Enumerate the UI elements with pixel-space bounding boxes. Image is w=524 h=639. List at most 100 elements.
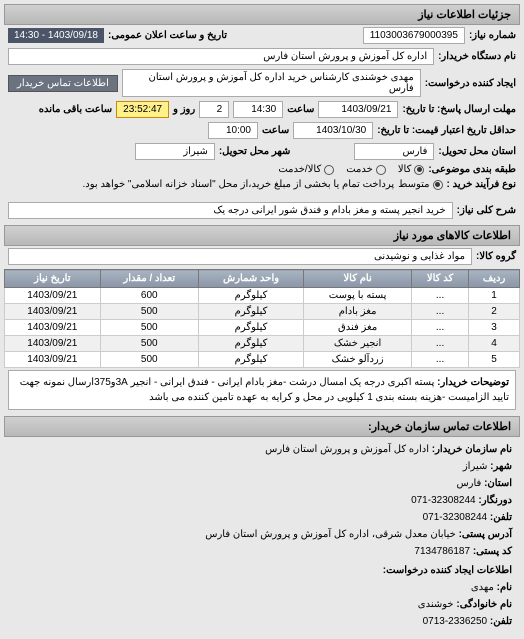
city-label: شهر محل تحویل:	[219, 146, 291, 157]
c-fax-value: 32308244-071	[411, 495, 476, 506]
c-cphone-value: 2336250-0713	[423, 616, 488, 627]
c-phone-value: 32308244-071	[423, 512, 488, 523]
table-cell: 1403/09/21	[5, 288, 101, 304]
table-header: واحد شمارش	[198, 270, 303, 288]
summary-label: شرح کلی نیاز:	[457, 205, 516, 216]
announce-value: 1403/09/18 - 14:30	[8, 28, 104, 43]
table-row: 3...مغز فندقکیلوگرم5001403/09/21	[5, 320, 520, 336]
table-cell: 600	[100, 288, 198, 304]
table-cell: ...	[412, 352, 469, 368]
radio-kala[interactable]: کالا	[398, 164, 425, 175]
goods-table: ردیفکد کالانام کالاواحد شمارشتعداد / مقد…	[4, 269, 520, 368]
table-row: 5...زردآلو خشککیلوگرم5001403/09/21	[5, 352, 520, 368]
days-label: روز و	[173, 104, 195, 115]
table-cell: کیلوگرم	[198, 304, 303, 320]
table-cell: 500	[100, 304, 198, 320]
table-cell: کیلوگرم	[198, 352, 303, 368]
group-label: گروه کالا:	[476, 251, 516, 262]
table-cell: 3	[469, 320, 520, 336]
buyer-value: اداره کل آموزش و پرورش استان فارس	[8, 48, 434, 65]
process-note: پرداخت تمام یا بخشی از مبلغ خرید،از محل …	[83, 179, 395, 190]
table-cell: ...	[412, 288, 469, 304]
table-cell: 1403/09/21	[5, 336, 101, 352]
buyer-label: نام دستگاه خریدار:	[438, 51, 516, 62]
goods-header: اطلاعات کالاهای مورد نیاز	[4, 225, 520, 246]
table-cell: 1	[469, 288, 520, 304]
request-number: 1103003679000395	[363, 27, 465, 44]
validity-time: 10:00	[208, 122, 258, 139]
radio-kala-input[interactable]	[414, 165, 424, 175]
buyer-description: توضیحات خریدار: پسته اکبری درجه یک امسال…	[8, 370, 516, 410]
radio-both-label: کالا/خدمت	[278, 164, 321, 175]
c-org-value: اداره کل آموزش و پرورش استان فارس	[265, 444, 429, 455]
table-cell: مغز بادام	[304, 304, 412, 320]
c-org-label: نام سازمان خریدار:	[432, 444, 512, 455]
contact-button[interactable]: اطلاعات تماس خریدار	[8, 75, 118, 92]
radio-kala-label: کالا	[398, 164, 412, 175]
details-header: جزئیات اطلاعات نیاز	[4, 4, 520, 25]
validity-date: 1403/10/30	[293, 122, 373, 139]
table-header: ردیف	[469, 270, 520, 288]
deadline-date: 1403/09/21	[318, 101, 398, 118]
c-cphone-label: تلفن:	[490, 616, 512, 627]
radio-service[interactable]: خدمت	[346, 164, 386, 175]
hours-remain: 23:52:47	[116, 101, 169, 118]
deadline-label: مهلت ارسال پاسخ: تا تاریخ:	[402, 104, 516, 115]
category-radio-group: کالا خدمت کالا/خدمت	[278, 164, 424, 175]
radio-medium-input[interactable]	[433, 180, 443, 190]
radio-service-input[interactable]	[376, 165, 386, 175]
c-prov-label: استان:	[484, 478, 512, 489]
table-header: نام کالا	[304, 270, 412, 288]
table-row: 4...انجیر خشککیلوگرم5001403/09/21	[5, 336, 520, 352]
radio-medium-label: متوسط	[398, 179, 429, 190]
table-row: 1...پسته با پوستکیلوگرم6001403/09/21	[5, 288, 520, 304]
table-header: کد کالا	[412, 270, 469, 288]
contact-header: اطلاعات تماس سازمان خریدار:	[4, 416, 520, 437]
c-name-value: مهدی	[471, 582, 494, 593]
table-cell: مغز فندق	[304, 320, 412, 336]
table-cell: ...	[412, 304, 469, 320]
c-addr-label: آدرس پستی:	[459, 529, 512, 540]
summary-value: خرید انجیر پسته و مغز بادام و فندق شور ا…	[8, 202, 453, 219]
c-postal-value: 7134786187	[414, 546, 470, 557]
table-cell: 500	[100, 320, 198, 336]
radio-both[interactable]: کالا/خدمت	[278, 164, 334, 175]
c-name-label: نام:	[497, 582, 512, 593]
creator-label: ایجاد کننده درخواست:	[425, 78, 516, 89]
days-remain: 2	[199, 101, 229, 118]
table-cell: 5	[469, 352, 520, 368]
radio-both-input[interactable]	[324, 165, 334, 175]
c-lname-label: نام خانوادگی:	[456, 599, 512, 610]
table-cell: 4	[469, 336, 520, 352]
category-label: طبقه بندی موضوعی:	[428, 164, 516, 175]
request-number-label: شماره نیاز:	[469, 30, 516, 41]
table-header: تعداد / مقدار	[100, 270, 198, 288]
table-cell: پسته با پوست	[304, 288, 412, 304]
table-row: 2...مغز بادامکیلوگرم5001403/09/21	[5, 304, 520, 320]
table-cell: 1403/09/21	[5, 352, 101, 368]
table-cell: ...	[412, 320, 469, 336]
c-fax-label: دورنگار:	[478, 495, 512, 506]
table-cell: کیلوگرم	[198, 336, 303, 352]
radio-medium[interactable]: متوسط	[398, 179, 442, 190]
c-city-value: شیراز	[463, 461, 488, 472]
announce-label: تاریخ و ساعت اعلان عمومی:	[108, 30, 227, 41]
table-cell: 500	[100, 352, 198, 368]
c-city-label: شهر:	[490, 461, 512, 472]
c-phone-label: تلفن:	[490, 512, 512, 523]
radio-service-label: خدمت	[346, 164, 373, 175]
desc-value: پسته اکبری درجه یک امسال درشت -مغز بادام…	[20, 377, 509, 403]
table-cell: 1403/09/21	[5, 304, 101, 320]
c-lname-value: خوشندی	[418, 599, 454, 610]
province-value: فارس	[354, 143, 434, 160]
validity-label: حداقل تاریخ اعتبار قیمت: تا تاریخ:	[377, 125, 516, 136]
table-cell: 1403/09/21	[5, 320, 101, 336]
group-value: مواد غذایی و نوشیدنی	[8, 248, 472, 265]
creator-subheader: اطلاعات ایجاد کننده درخواست:	[12, 563, 512, 579]
table-cell: کیلوگرم	[198, 320, 303, 336]
table-header: تاریخ نیاز	[5, 270, 101, 288]
contact-section: نام سازمان خریدار: اداره کل آموزش و پرور…	[4, 437, 520, 635]
creator-value: مهدی خوشندی کارشناس خرید اداره کل آموزش …	[122, 69, 421, 97]
deadline-time: 14:30	[233, 101, 283, 118]
table-cell: 500	[100, 336, 198, 352]
